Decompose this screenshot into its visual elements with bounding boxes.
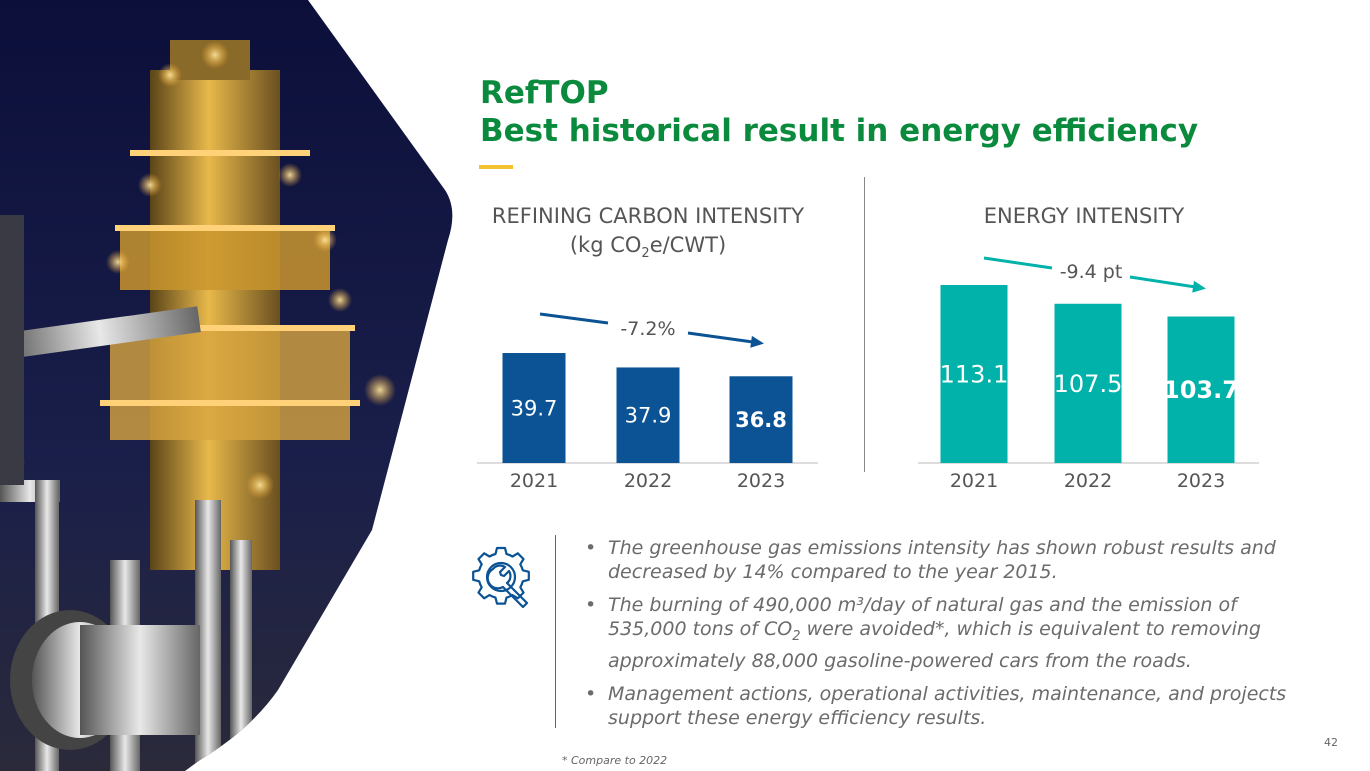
bullet-item: • The burning of 490,000 m³/day of natura…	[585, 593, 1315, 673]
change-label: -9.4 pt	[1060, 261, 1123, 283]
bullet-item: • Management actions, operational activit…	[585, 682, 1315, 730]
energy-chart-title: ENERGY INTENSITY	[906, 202, 1262, 231]
change-arrow-line	[1129, 275, 1203, 290]
bullet-symbol: •	[585, 537, 597, 559]
title-line-2: Best historical result in energy efficie…	[480, 113, 1199, 149]
change-arrow-head	[750, 335, 764, 348]
footnote: * Compare to 2022	[562, 754, 668, 767]
data-label: 36.8	[735, 408, 787, 432]
change-arrow-line	[687, 331, 761, 345]
change-label: -7.2%	[620, 318, 675, 340]
data-label: 103.7	[1163, 376, 1239, 404]
carbon-chart-subtitle: (kg CO2e/CWT)	[569, 233, 727, 262]
data-label: 113.1	[940, 360, 1009, 388]
tick-label: 2022	[1064, 470, 1112, 492]
bar	[1054, 303, 1122, 463]
change-arrow-head	[1192, 280, 1206, 293]
tick-label: 2021	[510, 470, 558, 492]
bullet-list: • The greenhouse gas emissions intensity …	[585, 536, 1315, 739]
tick-label: 2023	[737, 470, 785, 492]
bullet-symbol: •	[585, 682, 597, 705]
bullet-symbol: •	[585, 594, 597, 616]
carbon-chart-title-main: REFINING CARBON INTENSITY	[491, 204, 805, 228]
data-label: 107.5	[1054, 370, 1123, 398]
data-label: 39.7	[511, 396, 558, 420]
bar	[729, 376, 793, 463]
bullets-divider	[555, 535, 556, 728]
chart-divider	[864, 177, 865, 472]
tick-label: 2023	[1177, 470, 1225, 492]
refinery-photo	[0, 0, 453, 771]
bullet-item: • The greenhouse gas emissions intensity …	[585, 536, 1315, 584]
title-line-1: RefTOP	[480, 75, 609, 111]
gear-wrench-icon	[466, 542, 536, 612]
bar	[616, 367, 680, 463]
bullet-text: Management actions, operational activiti…	[608, 682, 1287, 729]
bar	[1167, 316, 1235, 463]
data-label: 37.9	[625, 404, 672, 428]
bar	[940, 285, 1008, 463]
page-number: 42	[1324, 736, 1338, 749]
tick-label: 2021	[950, 470, 998, 492]
energy-chart-title-main: ENERGY INTENSITY	[983, 204, 1185, 228]
page-title: RefTOP Best historical result in energy …	[480, 74, 1198, 150]
tick-label: 2022	[624, 470, 672, 492]
bar	[502, 353, 566, 463]
carbon-chart-title: REFINING CARBON INTENSITY (kg CO2e/CWT)	[470, 202, 826, 268]
bullet-text: The greenhouse gas emissions intensity h…	[608, 537, 1276, 583]
change-arrow-line	[983, 256, 1053, 270]
bullet-text: The burning of 490,000 m³/day of natural…	[608, 594, 1261, 672]
change-arrow-line	[539, 312, 609, 325]
title-accent-bar	[479, 165, 513, 169]
